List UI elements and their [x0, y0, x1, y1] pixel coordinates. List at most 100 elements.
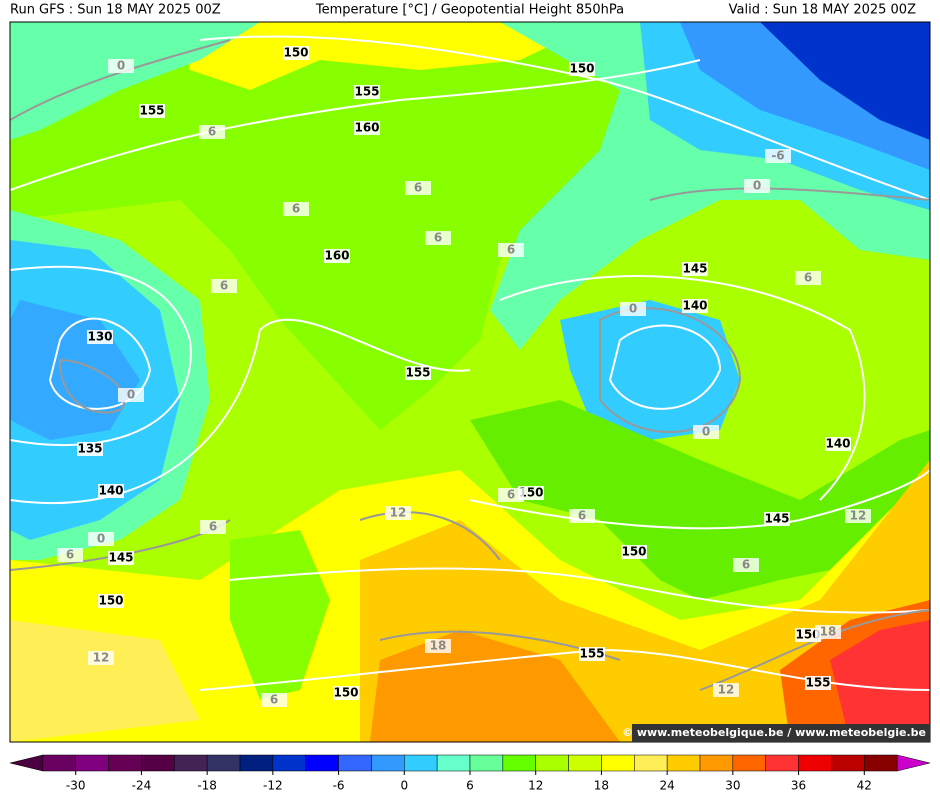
colorbar-segment: [436, 754, 471, 772]
map-frame: [9, 21, 931, 743]
colorbar-segment: [206, 754, 241, 772]
colorbar-label: -12: [263, 779, 283, 793]
valid-info: Valid : Sun 18 MAY 2025 00Z: [729, 3, 916, 18]
temperature-label: 0: [753, 179, 761, 193]
colorbar-label: 0: [400, 779, 408, 793]
temperature-label-bg: [733, 558, 759, 572]
colorbar-segment: [798, 754, 832, 772]
height-label: 140: [825, 437, 850, 451]
temperature-label-bg: [261, 693, 287, 707]
height-label-bg: [98, 594, 124, 608]
credit: © www.meteobelgique.be / www.meteobelgie…: [622, 726, 926, 739]
temperature-label: 6: [208, 125, 216, 139]
height-label-bg: [87, 330, 113, 344]
colorbar-segment: [404, 754, 438, 772]
height-label: 145: [682, 262, 707, 276]
height-label-bg: [333, 686, 359, 700]
colorbar-label: -24: [132, 779, 152, 793]
temperature-label: 6: [209, 520, 217, 534]
colorbar-segment: [75, 754, 109, 772]
height-label: 155: [805, 676, 830, 690]
temperature-label: 0: [97, 532, 105, 546]
colorbar-segment: [568, 754, 602, 772]
colorbar-segment: [535, 754, 569, 772]
temperature-label: 0: [127, 388, 135, 402]
temperature-label: 12: [718, 683, 735, 697]
temperature-label-bg: [713, 683, 739, 697]
temperature-label: 6: [742, 558, 750, 572]
height-label: 150: [333, 686, 358, 700]
height-label: 150: [621, 545, 646, 559]
height-label-bg: [98, 484, 124, 498]
height-label: 155: [405, 366, 430, 380]
temperature-label-bg: [815, 625, 841, 639]
colorbar-segment: [108, 754, 142, 772]
colorbar-label: 24: [660, 779, 675, 793]
temperature-label: 12: [850, 509, 867, 523]
temperature-label-bg: [283, 202, 309, 216]
height-label: 145: [108, 551, 133, 565]
map-title: Temperature [°C] / Geopotential Height 8…: [315, 3, 624, 18]
colorbar-label: -30: [66, 779, 86, 793]
temperature-label-bg: [765, 149, 791, 163]
temperature-label: 6: [804, 271, 812, 285]
colorbar-segment: [338, 754, 372, 772]
temperature-label-bg: [845, 509, 871, 523]
temperature-label-bg: [795, 271, 821, 285]
colorbar-label: -6: [333, 779, 345, 793]
temperature-label-bg: [569, 509, 595, 523]
height-label-bg: [764, 512, 790, 526]
height-label-bg: [621, 545, 647, 559]
height-label-bg: [139, 104, 165, 118]
height-label: 150: [98, 594, 123, 608]
temperature-label-bg: [620, 302, 646, 316]
height-label: 140: [682, 299, 707, 313]
temperature-label-bg: [744, 179, 770, 193]
temperature-label-bg: [498, 243, 524, 257]
height-label: 155: [354, 85, 379, 99]
height-label: 130: [87, 330, 112, 344]
temperature-label: 6: [434, 231, 442, 245]
height-label: 145: [764, 512, 789, 526]
height-label-bg: [283, 46, 309, 60]
height-label: 160: [324, 249, 349, 263]
temperature-label: 12: [390, 506, 407, 520]
temperature-label-bg: [108, 59, 134, 73]
temperature-label: 6: [270, 693, 278, 707]
colorbar-segment: [502, 754, 536, 772]
colorbar-segment: [305, 754, 339, 772]
height-label-bg: [682, 299, 708, 313]
colorbar-label: 42: [857, 779, 872, 793]
colorbar-segment: [42, 754, 76, 772]
colorbar: -30 -24 -18 -12 -6 0 6 12 18 24 30 36 42: [9, 754, 931, 793]
temperature-label: 6: [414, 181, 422, 195]
height-label: 150: [518, 486, 543, 500]
temperature-label: 18: [820, 625, 837, 639]
temperature-label: 0: [117, 59, 125, 73]
colorbar-label: 12: [528, 779, 543, 793]
colorbar-segment: [864, 754, 898, 772]
colorbar-label: 36: [791, 779, 806, 793]
height-label-bg: [108, 551, 134, 565]
height-label-bg: [569, 62, 595, 76]
temperature-label-bg: [385, 506, 411, 520]
temperature-label: 0: [629, 302, 637, 316]
temperature-label: 6: [66, 548, 74, 562]
temperature-label: 6: [220, 279, 228, 293]
colorbar-label: -18: [197, 779, 217, 793]
height-label-bg: [518, 486, 544, 500]
height-label-bg: [354, 85, 380, 99]
temperature-label-bg: [200, 520, 226, 534]
height-label: 140: [98, 484, 123, 498]
colorbar-segment: [831, 754, 865, 772]
temperature-label: 6: [507, 488, 515, 502]
height-label: 155: [579, 647, 604, 661]
colorbar-end: [9, 754, 44, 772]
colorbar-segment: [765, 754, 799, 772]
colorbar-end: [896, 754, 931, 772]
height-label-bg: [805, 676, 831, 690]
temperature-label-bg: [405, 181, 431, 195]
colorbar-segment: [601, 754, 635, 772]
height-label-bg: [795, 628, 821, 642]
